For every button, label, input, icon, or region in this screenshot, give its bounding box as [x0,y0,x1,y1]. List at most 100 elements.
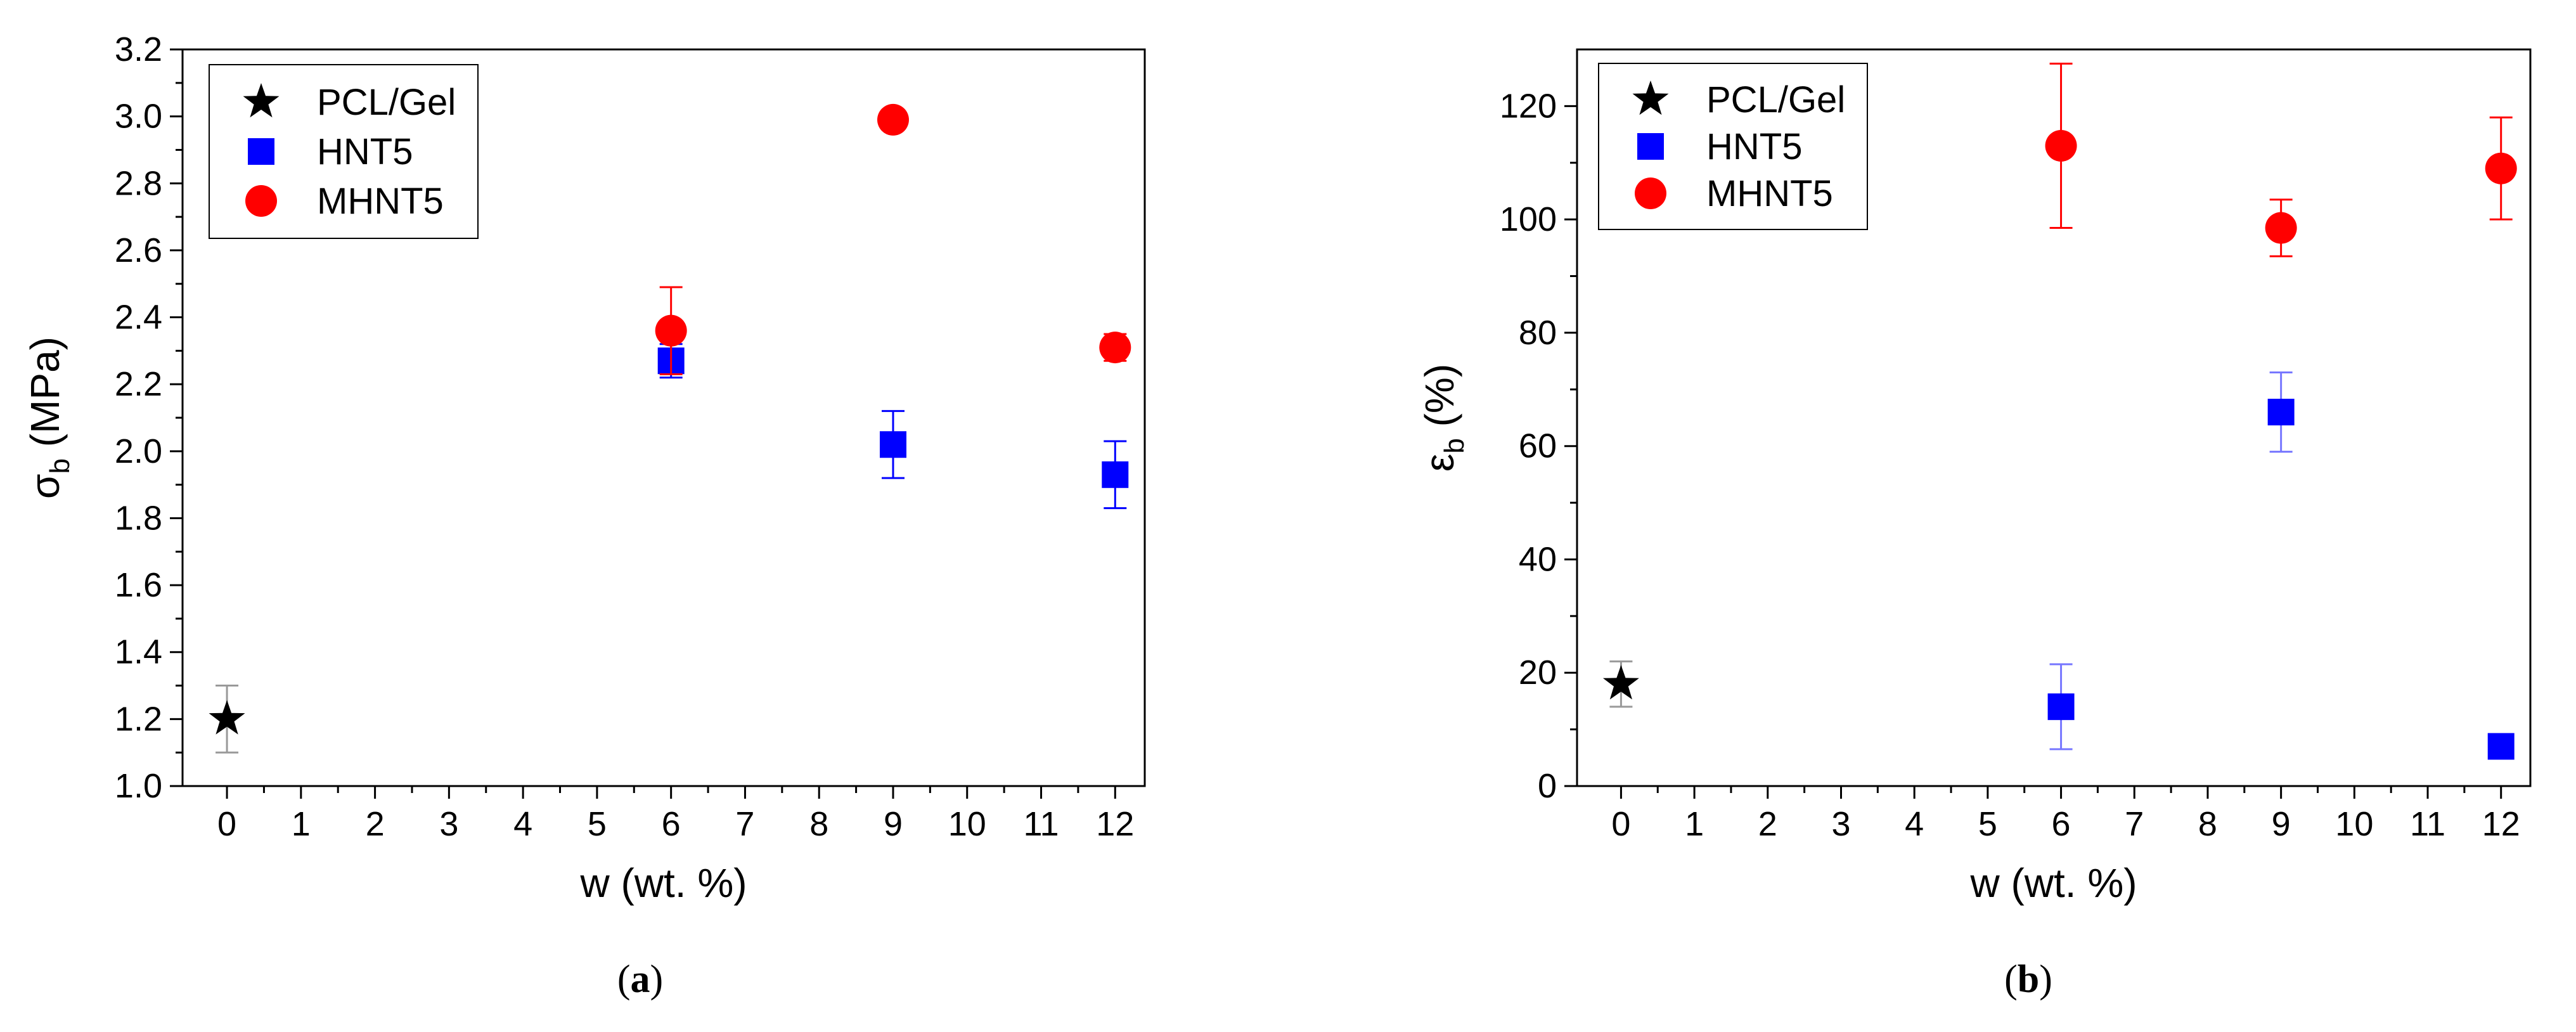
panel-caption: (a) [617,958,663,1001]
legend-label: PCL/Gel [317,82,456,123]
data-point [1102,461,1129,488]
series-mhnt5 [655,103,1131,375]
x-tick-label: 11 [1023,805,1059,843]
y-tick-label: 2.6 [115,231,162,269]
data-point [2267,399,2295,426]
x-tick-label: 12 [2482,805,2520,843]
y-tick-label: 100 [1500,200,1557,238]
x-axis-label: w (wt. %) [579,860,747,906]
x-tick-label: 8 [2198,805,2217,843]
x-tick-label: 9 [2272,805,2291,843]
data-point [1099,332,1131,364]
x-tick-label: 12 [1096,805,1134,843]
caption-paren: ) [2039,958,2052,1001]
legend-marker [243,83,280,118]
x-tick-label: 10 [2335,805,2373,843]
chart-panel-a: 0 1 2 3 4 5 6 7 8 9 10 11 121.01.21.41.61.82.02.22.4… [22,30,1146,1001]
y-tick-label: 120 [1500,87,1557,125]
data-point [209,700,245,735]
legend-label: MHNT5 [317,181,444,222]
x-tick-label: 1 [1685,805,1704,843]
y-tick-label: 1.6 [115,566,162,604]
y-tick-label: 2.8 [115,164,162,202]
series-hnt5 [657,343,1129,510]
x-tick-label: 7 [735,805,754,843]
x-tick-label: 7 [2125,805,2144,843]
data-point [2265,212,2297,244]
legend-label: PCL/Gel [1706,79,1845,120]
caption-letter: a [631,958,650,1001]
plot-frame [1576,48,2532,787]
panel-caption: (b) [2004,958,2052,1001]
x-tick-label: 6 [662,805,681,843]
x-tick-label: 4 [513,805,532,843]
caption-paren: ( [617,958,631,1001]
y-axis-label-symbol: ε [1417,454,1462,472]
x-tick-label: 4 [1905,805,1924,843]
y-tick-label: 1.0 [115,767,162,805]
y-tick-label: 80 [1519,314,1557,352]
x-tick-label: 11 [2410,805,2445,843]
x-tick-label: 10 [948,805,986,843]
data-point [2045,129,2077,162]
legend-marker [1637,133,1664,160]
series-pcl-gel [1602,660,1639,708]
data-point [2485,152,2517,184]
legend-marker [245,185,277,217]
x-tick-label: 6 [2052,805,2071,843]
y-axis-label-subscript: b [1439,438,1470,453]
x-axis-label: w (wt. %) [1969,860,2137,906]
y-tick-label: 2.2 [115,365,162,403]
x-tick-label: 2 [366,805,385,843]
y-axis-label-unit: (%) [1417,364,1462,438]
legend: PCL/Gel HNT5 MHNT5 [1598,63,1868,230]
x-tick-label: 0 [217,805,236,843]
y-tick-label: 20 [1519,654,1557,692]
x-tick-label: 9 [884,805,903,843]
y-axis-label-subscript: b [44,458,75,474]
legend: PCL/Gel HNT5 MHNT5 [209,64,479,239]
x-tick-label: 5 [1978,805,1997,843]
y-tick-label: 2.0 [115,432,162,470]
y-tick-label: 1.2 [115,700,162,738]
legend-label: HNT5 [1706,126,1802,167]
legend-marker [1635,177,1666,209]
caption-paren: ( [2004,958,2018,1001]
x-tick-label: 5 [588,805,607,843]
data-point [879,431,906,458]
y-tick-label: 2.4 [115,299,162,337]
y-axis-label: εb (%) [1417,364,1470,472]
x-tick-label: 3 [439,805,458,843]
legend-label: MHNT5 [1706,173,1833,214]
series-mhnt5 [2045,62,2517,257]
legend-marker [248,138,274,165]
data-point [2047,693,2075,720]
data-point [1602,665,1639,700]
series-hnt5 [2047,371,2515,760]
y-axis-label: σb (MPa) [22,337,75,499]
x-tick-label: 3 [1831,805,1850,843]
y-tick-label: 60 [1519,427,1557,465]
y-tick-label: 1.8 [115,499,162,537]
x-tick-label: 1 [292,805,311,843]
caption-paren: ) [650,958,664,1001]
caption-letter: b [2018,958,2039,1001]
data-point [877,103,909,136]
y-tick-label: 40 [1519,540,1557,578]
y-tick-label: 0 [1538,767,1557,805]
y-tick-label: 3.0 [115,98,162,136]
data-point [655,314,687,347]
x-tick-label: 0 [1611,805,1630,843]
y-axis-label-symbol: σ [22,474,68,499]
y-tick-label: 3.2 [115,30,162,68]
legend-label: HNT5 [317,131,413,172]
x-tick-label: 2 [1758,805,1777,843]
x-tick-label: 8 [809,805,828,843]
legend-marker [1632,81,1669,115]
y-axis-label-unit: (MPa) [22,337,68,458]
series-pcl-gel [209,685,245,754]
y-tick-label: 1.4 [115,633,162,671]
data-point [2487,733,2515,760]
